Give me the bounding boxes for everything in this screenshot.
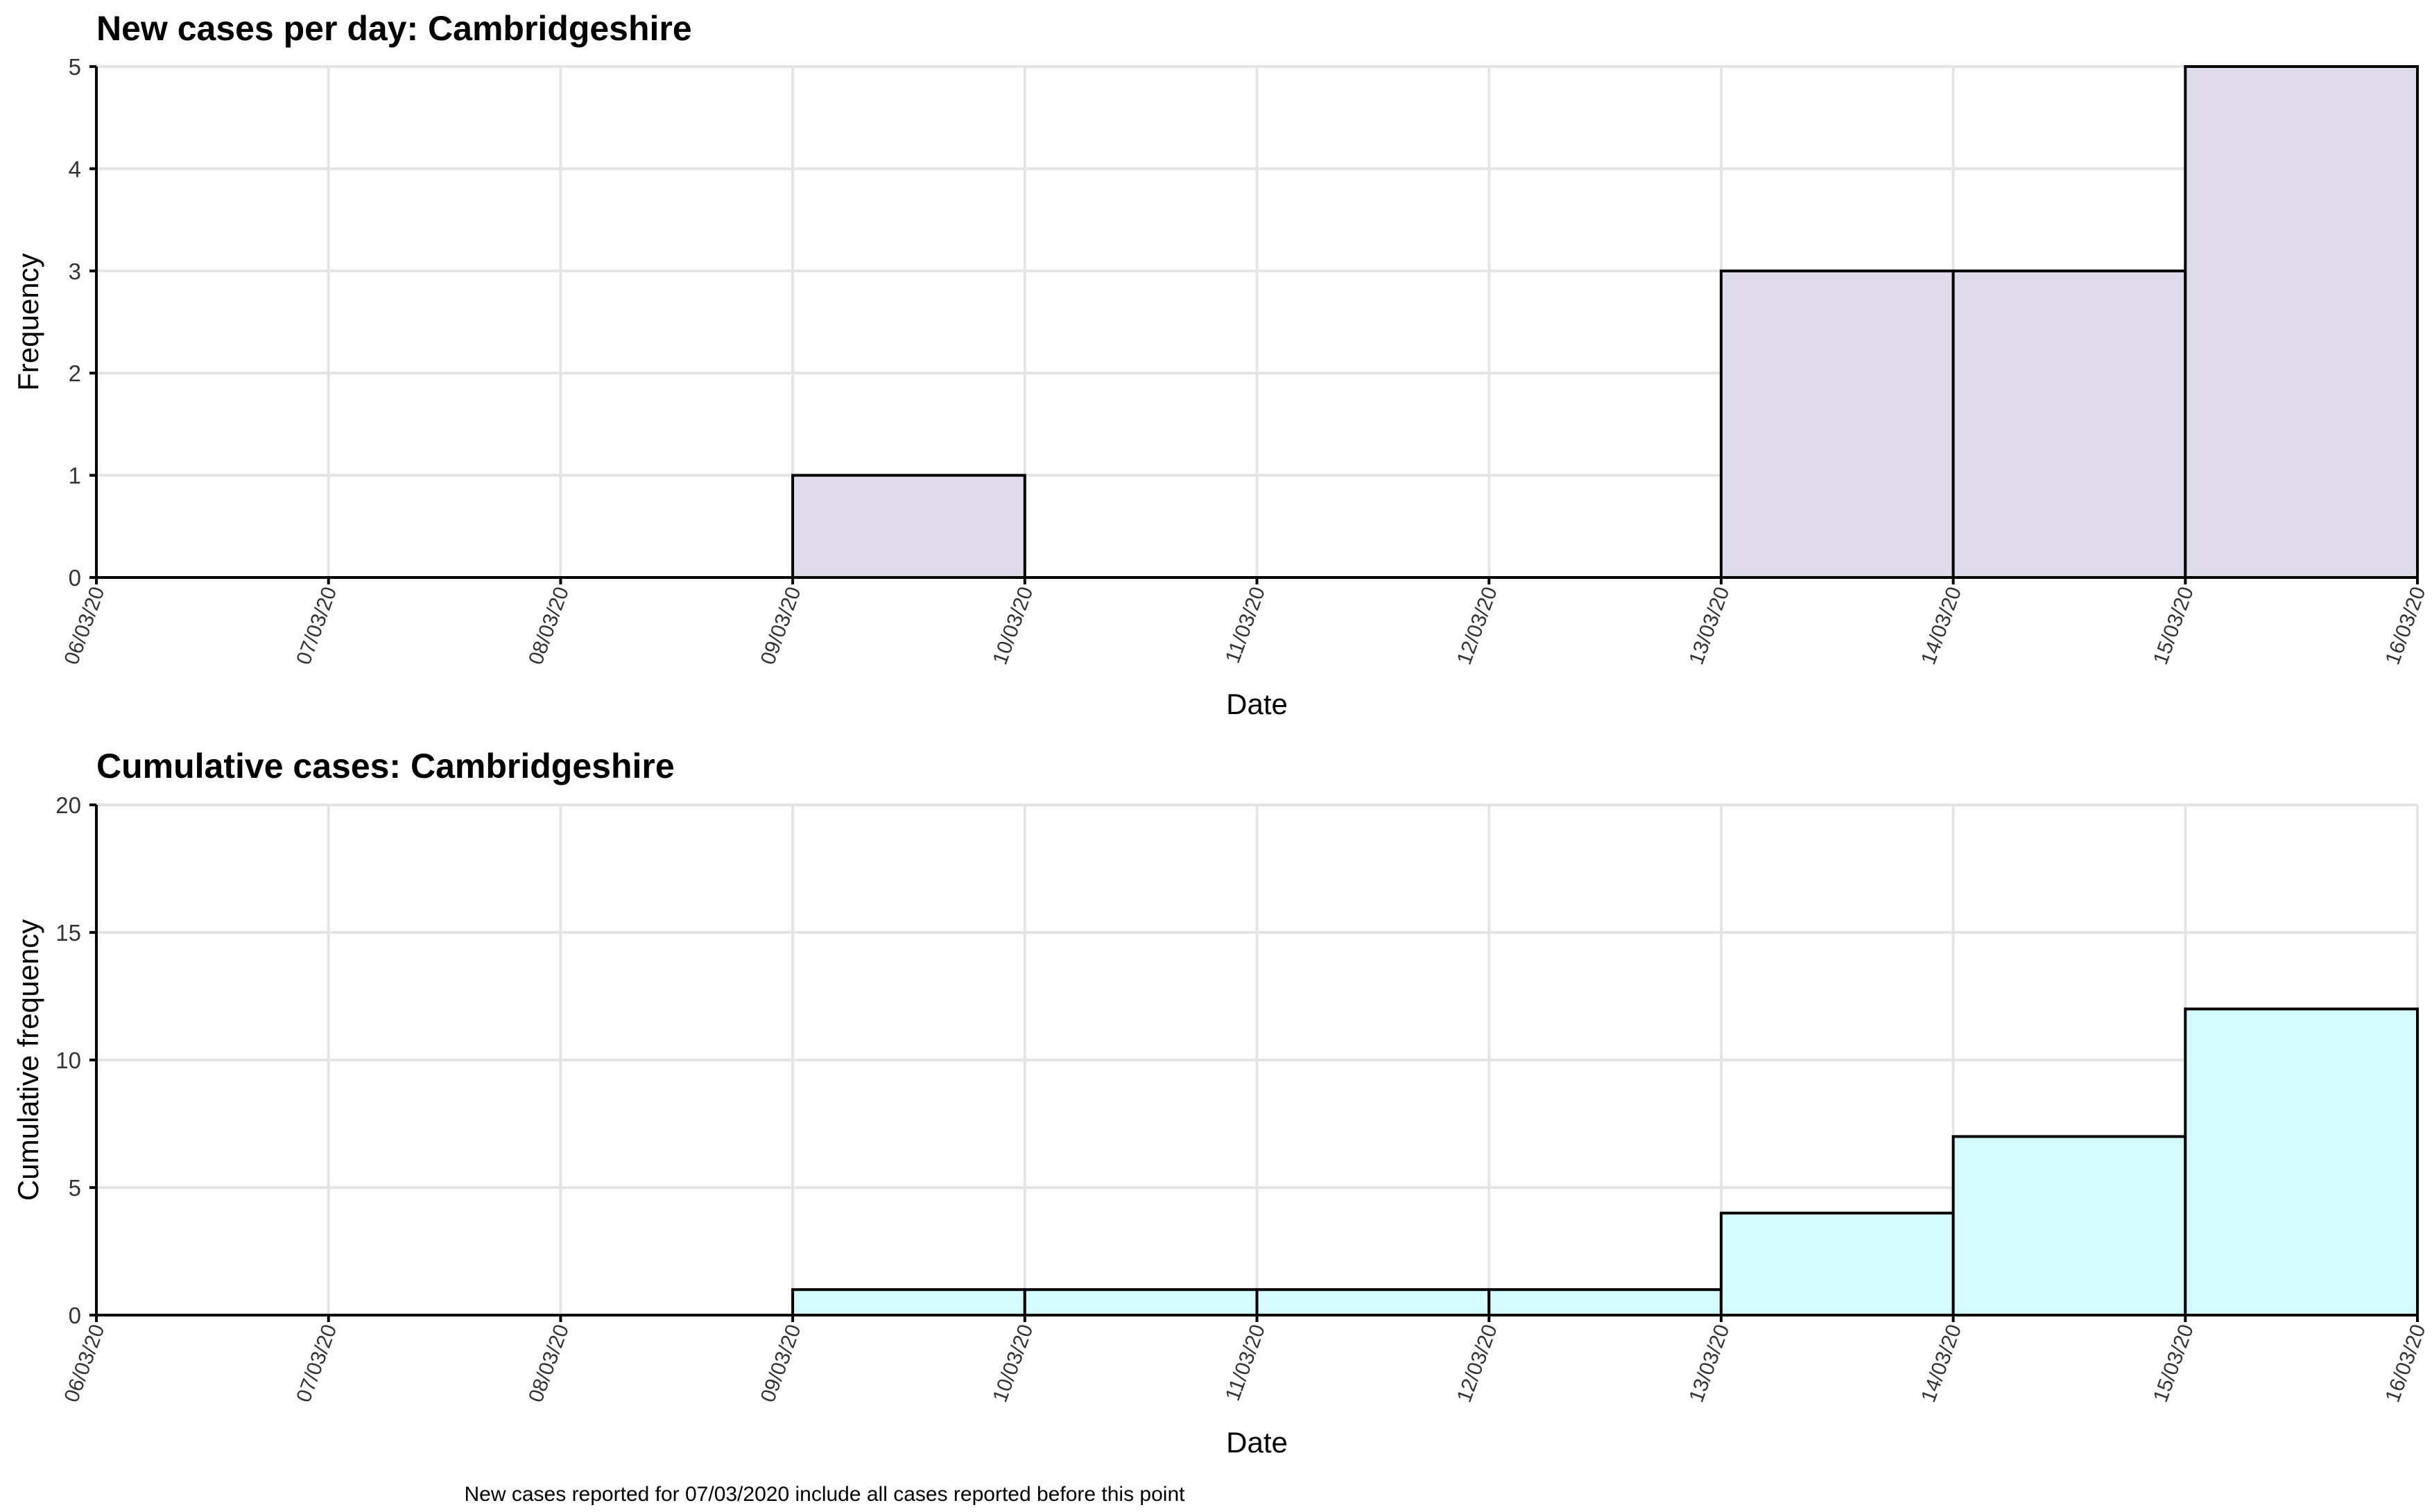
bar-09-03-20 bbox=[791, 473, 1026, 579]
y-tick-label: 4 bbox=[69, 156, 81, 182]
x-tick-label: 08/03/20 bbox=[524, 1321, 573, 1405]
x-tick-label: 12/03/20 bbox=[1453, 584, 1502, 668]
x-tick-label: 06/03/20 bbox=[60, 1321, 110, 1405]
chart-caption: New cases reported for 07/03/2020 includ… bbox=[465, 1483, 1186, 1506]
x-tick-label: 08/03/20 bbox=[524, 584, 573, 668]
y-tick-label: 10 bbox=[55, 1048, 81, 1073]
y-axis-title: Cumulative frequency bbox=[12, 919, 44, 1201]
x-tick-label: 14/03/20 bbox=[1917, 1321, 1966, 1405]
bar-13-03-20 bbox=[1719, 1211, 1955, 1317]
y-tick-label: 15 bbox=[55, 920, 81, 946]
bar-13-03-20 bbox=[1719, 269, 1955, 579]
x-tick-label: 16/03/20 bbox=[2381, 584, 2431, 668]
x-tick-label: 07/03/20 bbox=[292, 584, 341, 668]
y-tick-label: 3 bbox=[69, 259, 81, 284]
x-tick-label: 15/03/20 bbox=[2149, 1321, 2198, 1405]
bar-10-03-20 bbox=[1023, 1288, 1259, 1317]
y-tick-label: 5 bbox=[69, 1175, 81, 1201]
chart-panel-1: 0 1 2 3 4 5 06/03/20 07/03/20 08/03/20 09/03/20 10… bbox=[12, 9, 2431, 720]
y-tick-label: 5 bbox=[69, 54, 81, 80]
bar-15-03-20 bbox=[2184, 65, 2420, 579]
bar-15-03-20 bbox=[2184, 1007, 2420, 1317]
bar-12-03-20 bbox=[1487, 1288, 1723, 1317]
x-tick-label: 09/03/20 bbox=[757, 584, 806, 668]
bar-11-03-20 bbox=[1255, 1288, 1491, 1317]
x-tick-label: 06/03/20 bbox=[60, 584, 110, 668]
chart-title: Cumulative cases: Cambridgeshire bbox=[96, 747, 675, 785]
bar-09-03-20 bbox=[791, 1288, 1026, 1317]
x-tick-label: 15/03/20 bbox=[2149, 584, 2198, 668]
chart-panel-2: 0 5 10 15 20 06/03/20 07/03/20 08/03/20 09/03/20… bbox=[12, 747, 2431, 1459]
y-axis-title: Frequency bbox=[12, 253, 44, 390]
x-tick-label: 12/03/20 bbox=[1453, 1321, 1502, 1405]
x-tick-label: 11/03/20 bbox=[1221, 584, 1270, 666]
x-tick-label: 07/03/20 bbox=[292, 1321, 341, 1405]
y-tick-label: 0 bbox=[69, 1303, 81, 1328]
x-tick-label: 13/03/20 bbox=[1685, 584, 1734, 668]
bar-14-03-20 bbox=[1951, 1135, 2187, 1317]
y-tick-label: 2 bbox=[69, 360, 81, 386]
chart-title: New cases per day: Cambridgeshire bbox=[96, 9, 692, 48]
bar-14-03-20 bbox=[1951, 269, 2187, 579]
x-axis-title: Date bbox=[1226, 1426, 1288, 1459]
x-tick-label: 14/03/20 bbox=[1917, 584, 1966, 668]
y-tick-label: 20 bbox=[55, 792, 81, 818]
x-axis-title: Date bbox=[1226, 688, 1288, 720]
x-tick-label: 09/03/20 bbox=[757, 1321, 806, 1405]
y-tick-label: 1 bbox=[69, 463, 81, 489]
x-tick-label: 13/03/20 bbox=[1685, 1321, 1734, 1405]
x-tick-label: 10/03/20 bbox=[988, 584, 1037, 668]
x-tick-label: 10/03/20 bbox=[988, 1321, 1037, 1405]
x-tick-label: 11/03/20 bbox=[1221, 1321, 1270, 1404]
x-tick-label: 16/03/20 bbox=[2381, 1321, 2431, 1405]
y-tick-label: 0 bbox=[69, 565, 81, 591]
